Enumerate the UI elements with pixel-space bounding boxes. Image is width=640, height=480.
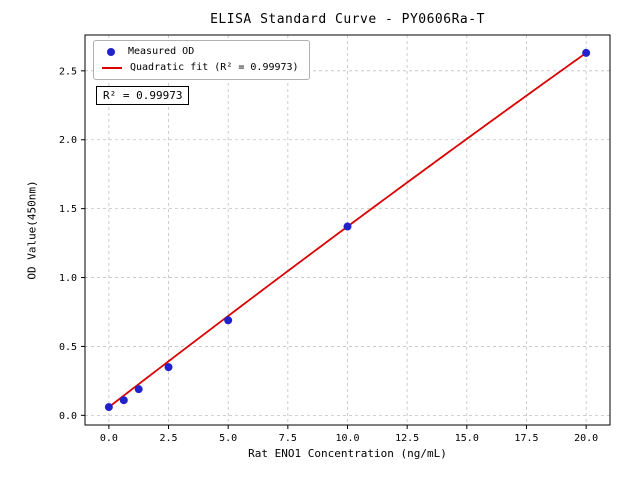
legend-line-marker-icon (102, 67, 122, 69)
r-squared-annotation: R² = 0.99973 (96, 86, 190, 105)
legend: Measured OD Quadratic fit (R² = 0.99973) (93, 40, 310, 80)
data-point (104, 403, 113, 412)
y-tick-label: 0.5 (59, 342, 77, 353)
data-point (134, 385, 143, 394)
y-tick-label: 0.0 (59, 411, 77, 422)
y-tick-label: 1.5 (59, 204, 77, 215)
x-axis-label: Rat ENO1 Concentration (ng/mL) (248, 447, 447, 460)
x-tick-label: 12.5 (395, 433, 419, 444)
x-tick-label: 2.5 (159, 433, 177, 444)
legend-item-quadratic-fit: Quadratic fit (R² = 0.99973) (102, 62, 299, 74)
x-tick-label: 17.5 (514, 433, 538, 444)
x-tick-label: 15.0 (455, 433, 479, 444)
data-point (164, 363, 173, 372)
y-axis-label: OD Value(450nm) (25, 180, 39, 280)
x-tick-label: 20.0 (574, 433, 598, 444)
x-tick-label: 0.0 (100, 433, 118, 444)
data-point (343, 222, 352, 231)
data-point (119, 396, 128, 405)
x-tick-label: 5.0 (219, 433, 237, 444)
y-tick-label: 2.5 (59, 66, 77, 77)
chart-title: ELISA Standard Curve - PY0606Ra-T (210, 12, 485, 27)
y-tick-label: 2.0 (59, 135, 77, 146)
legend-label-quadratic-fit: Quadratic fit (R² = 0.99973) (130, 62, 299, 73)
data-point (582, 48, 591, 57)
plot-border (84, 34, 611, 426)
legend-scatter-marker-icon (107, 48, 115, 56)
data-point (224, 316, 233, 325)
legend-item-measured-od: Measured OD (102, 46, 299, 58)
y-tick-label: 1.0 (59, 273, 77, 284)
x-tick-label: 10.0 (335, 433, 359, 444)
legend-label-measured-od: Measured OD (128, 46, 195, 57)
x-tick-label: 7.5 (279, 433, 297, 444)
